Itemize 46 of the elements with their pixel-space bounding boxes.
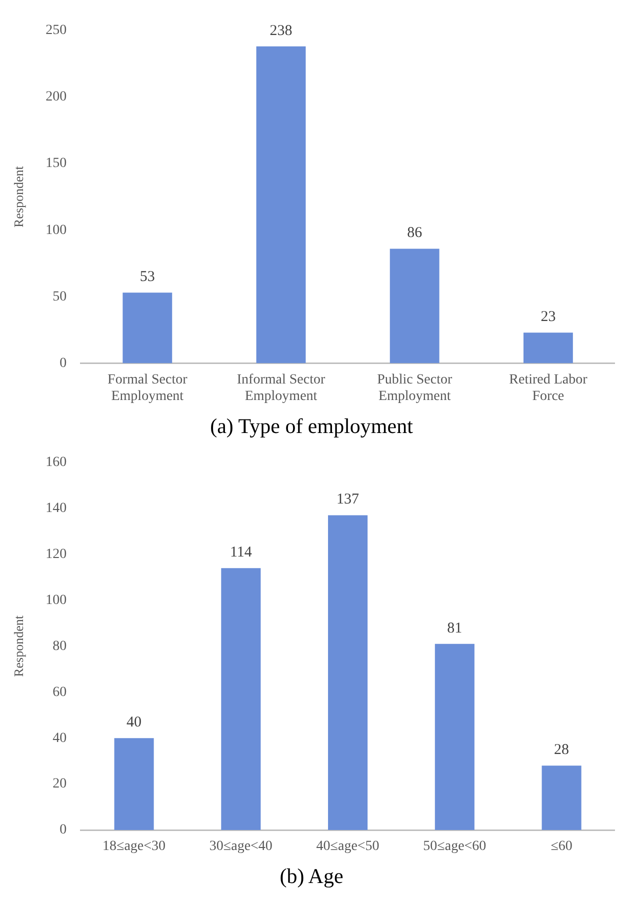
x-tick-label: 18≤age<30 [102,839,166,854]
x-tick-label: 50≤age<60 [423,839,486,854]
bar [256,46,306,364]
data-label: 40 [126,714,142,731]
text: (a) Type of employment [210,414,414,438]
y-tick-label: 140 [46,501,67,516]
y-tick-label: 0 [60,356,67,371]
x-tick-label: Informal Sector Employment [236,372,326,404]
y-tick-label: 150 [46,156,67,172]
x-tick-label: Retired Labor Force [509,372,588,404]
bar [122,292,172,364]
y-tick-label: 100 [46,592,67,608]
y-tick-label: 50 [52,289,67,304]
y-axis-title: Respondent [11,166,26,228]
bar [328,515,368,830]
bar [523,332,573,364]
x-tick-label: ≤60 [550,839,572,854]
data-label: 23 [540,309,556,326]
bar [221,568,261,830]
data-label: 114 [230,544,252,561]
data-label: 81 [447,620,462,636]
x-tick-label: 30≤age<40 [209,839,272,854]
y-tick-label: 60 [52,684,67,700]
y-tick-label: 20 [52,776,67,792]
y-tick-label: 200 [46,90,67,105]
y-tick-label: 80 [52,638,67,654]
bar [114,738,154,830]
x-tick-label: 40≤age<50 [316,839,380,854]
y-axis-title: Respondent [11,615,26,677]
y-tick-label: 120 [46,546,67,562]
x-tick-label: Public Sector Employment [377,372,452,404]
data-label: 238 [270,22,292,39]
y-tick-label: 0 [60,822,67,838]
y-tick-label: 160 [46,455,67,470]
text: (b) Age [280,864,344,888]
y-tick-label: 100 [46,222,67,238]
y-tick-label: 250 [46,23,67,38]
x-tick-label: Formal Sector Employment [108,372,188,404]
bar [542,766,582,830]
data-label: 53 [140,269,155,286]
y-tick-label: 40 [52,730,67,746]
data-label: 137 [336,492,360,508]
data-label: 28 [554,742,570,758]
data-label: 86 [407,225,423,242]
bar [434,644,474,830]
bar [390,248,440,364]
